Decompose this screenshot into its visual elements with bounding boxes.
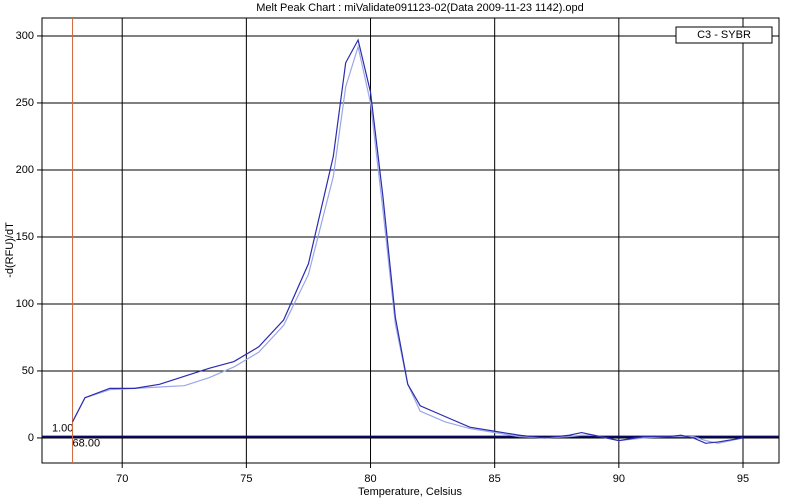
y-tick-label: 300 [16,30,34,42]
y-tick-label: 250 [16,97,34,109]
plot-area [41,17,780,464]
x-tick-label: 85 [489,473,501,485]
x-tick-label: 90 [613,473,625,485]
x-tick-label: 80 [364,473,376,485]
y-axis-label: -d(RFU)/dT [4,222,16,278]
y-tick-label: 50 [22,365,34,377]
x-tick-label: 75 [240,473,252,485]
chart-title: Melt Peak Chart : miValidate091123-02(Da… [256,2,584,14]
legend-entry: C3 - SYBR [697,29,751,41]
threshold-label: 1.00 [52,423,73,435]
series-line [72,38,744,444]
x-tick-label: 95 [737,473,749,485]
x-axis-label: Temperature, Celsius [358,486,462,498]
x-tick-label: 70 [116,473,128,485]
y-tick-label: 100 [16,298,34,310]
y-tick-label: 150 [16,231,34,243]
legend-box [675,26,773,44]
y-tick-label: 0 [28,432,34,444]
marker-label: 68.00 [73,438,101,450]
y-tick-label: 200 [16,164,34,176]
